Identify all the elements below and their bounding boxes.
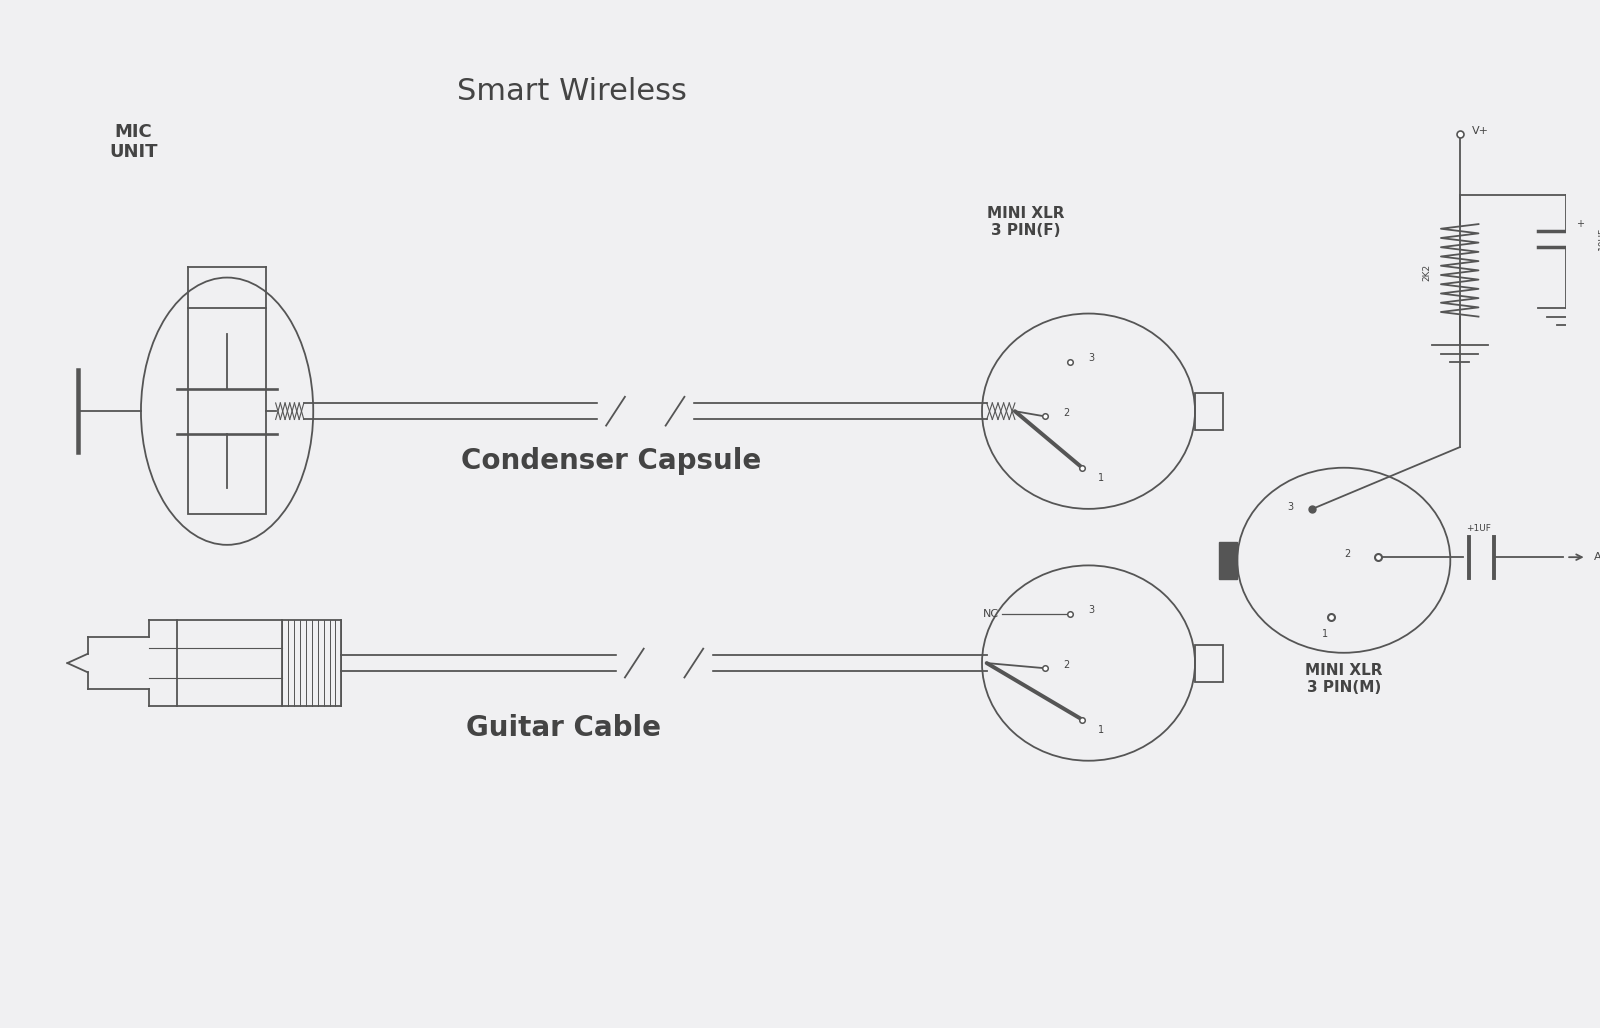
Text: 2K2: 2K2 bbox=[1422, 264, 1432, 281]
Text: 10UF: 10UF bbox=[1597, 227, 1600, 250]
Text: 1: 1 bbox=[1322, 629, 1328, 639]
Text: A: A bbox=[1594, 552, 1600, 562]
Text: 1: 1 bbox=[1098, 473, 1104, 483]
Text: Guitar Cable: Guitar Cable bbox=[466, 714, 661, 742]
Text: MINI XLR
3 PIN(M): MINI XLR 3 PIN(M) bbox=[1306, 663, 1382, 696]
Text: 2: 2 bbox=[1344, 549, 1350, 559]
Text: Condenser Capsule: Condenser Capsule bbox=[461, 447, 762, 475]
Text: +1UF: +1UF bbox=[1466, 523, 1491, 533]
Text: Smart Wireless: Smart Wireless bbox=[456, 77, 686, 106]
Text: MIC
UNIT: MIC UNIT bbox=[109, 123, 157, 160]
Text: 2: 2 bbox=[1064, 408, 1070, 418]
Text: MINI XLR
3 PIN(F): MINI XLR 3 PIN(F) bbox=[987, 206, 1064, 238]
FancyBboxPatch shape bbox=[1219, 542, 1237, 579]
Text: 3: 3 bbox=[1088, 604, 1094, 615]
Text: 3: 3 bbox=[1088, 353, 1094, 363]
Text: 3: 3 bbox=[1288, 502, 1294, 512]
Text: 1: 1 bbox=[1098, 725, 1104, 735]
Text: 2: 2 bbox=[1064, 660, 1070, 670]
Text: V+: V+ bbox=[1472, 125, 1490, 136]
Text: NC: NC bbox=[982, 609, 1000, 619]
Text: +: + bbox=[1576, 219, 1584, 229]
